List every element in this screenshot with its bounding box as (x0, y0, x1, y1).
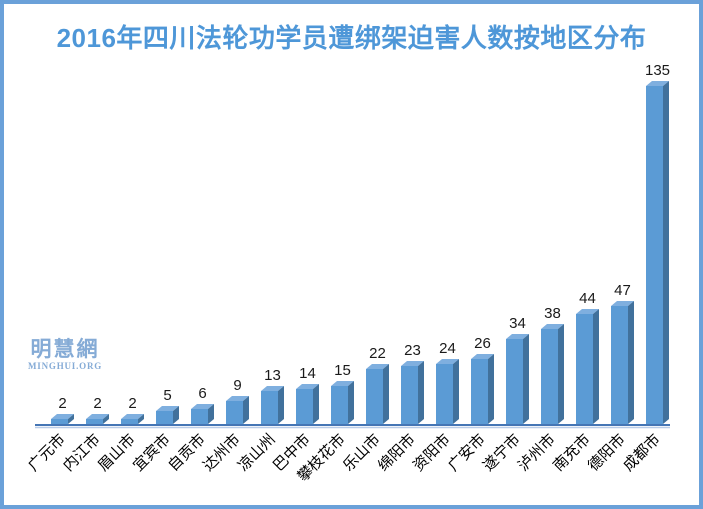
bar-top-face (506, 334, 529, 339)
bar-top-face (611, 301, 634, 306)
watermark-latin-text: MINGHUI.ORG (28, 361, 103, 372)
bar-side-face (523, 334, 529, 424)
bar-side-face (278, 386, 284, 424)
bar-front-face (121, 419, 138, 424)
bar-value-label: 9 (233, 377, 241, 394)
bar-top-face (401, 361, 424, 366)
bar-side-face (103, 414, 109, 424)
x-axis-label: 广元市 (25, 431, 69, 475)
bar-value-label: 44 (579, 290, 596, 307)
bar-side-face (243, 396, 249, 424)
bar-value-label: 2 (128, 395, 136, 412)
bar-value-label: 26 (474, 335, 491, 352)
bar-front-face (576, 314, 593, 424)
bar-side-face (208, 404, 214, 424)
x-axis-label: 内江市 (60, 431, 104, 475)
bar-side-face (558, 324, 564, 424)
bar-side-face (488, 354, 494, 424)
bar-value-label: 22 (369, 345, 386, 362)
bar-front-face (646, 86, 663, 424)
bar-top-face (156, 406, 179, 411)
x-axis-label: 乐山市 (340, 431, 384, 475)
bar-top-face (296, 384, 319, 389)
x-axis-label: 自贡市 (165, 431, 209, 475)
bar-top-face (471, 354, 494, 359)
bar-side-face (663, 81, 669, 424)
bar-top-face (51, 414, 74, 419)
x-axis-label: 泸州市 (515, 431, 559, 475)
bar-top-face (436, 359, 459, 364)
x-axis-label: 成都市 (620, 431, 664, 475)
minghui-watermark: 明慧網 MINGHUI.ORG (28, 338, 102, 371)
x-axis-label: 眉山市 (95, 431, 139, 475)
bar-value-label: 24 (439, 340, 456, 357)
bar-front-face (86, 419, 103, 424)
bar-value-label: 6 (198, 385, 206, 402)
bar-side-face (593, 309, 599, 424)
bar-side-face (628, 301, 634, 424)
bar-front-face (331, 386, 348, 424)
bar-front-face (296, 389, 313, 424)
x-axis-label: 凉山州 (235, 431, 279, 475)
bar-top-face (121, 414, 144, 419)
bar-top-face (576, 309, 599, 314)
bar-value-label: 5 (163, 387, 171, 404)
bar-top-face (331, 381, 354, 386)
bar-side-face (173, 406, 179, 424)
bar-front-face (611, 306, 628, 424)
x-axis-label: 德阳市 (584, 430, 629, 475)
bar-value-label: 2 (58, 395, 66, 412)
bar-front-face (471, 359, 488, 424)
bar-top-face (226, 396, 249, 401)
bar-side-face (313, 384, 319, 424)
bar-front-face (541, 329, 558, 424)
bar-side-face (138, 414, 144, 424)
bar-front-face (506, 339, 523, 424)
bar-front-face (401, 366, 418, 424)
x-axis-label: 达州市 (200, 431, 244, 475)
bar-top-face (191, 404, 214, 409)
bar-front-face (226, 401, 243, 424)
bar-value-label: 47 (614, 282, 631, 299)
x-axis-label: 绵阳市 (375, 431, 419, 475)
x-axis-label: 遂宁市 (480, 431, 524, 475)
bar-side-face (348, 381, 354, 424)
bar-value-label: 135 (645, 62, 670, 79)
bar-value-label: 38 (544, 305, 561, 322)
x-axis-label: 资阳市 (410, 431, 454, 475)
bar-front-face (191, 409, 208, 424)
bar-front-face (51, 419, 68, 424)
bar-top-face (646, 81, 669, 86)
bar-side-face (68, 414, 74, 424)
x-axis-label: 宜宾市 (130, 431, 174, 475)
bar-front-face (156, 411, 173, 424)
x-axis-label: 广安市 (445, 431, 489, 475)
bar-top-face (261, 386, 284, 391)
bar-value-label: 15 (334, 362, 351, 379)
bar-top-face (541, 324, 564, 329)
bar-value-label: 34 (509, 315, 526, 332)
bar-value-label: 23 (404, 342, 421, 359)
bar-side-face (383, 364, 389, 424)
bar-side-face (418, 361, 424, 424)
bar-value-label: 13 (264, 367, 281, 384)
watermark-cjk-text: 明慧網 (30, 337, 100, 361)
bar-top-face (366, 364, 389, 369)
bar-value-label: 14 (299, 365, 316, 382)
bar-chart: 2广元市2内江市2眉山市5宜宾市6自贡市9达州市13凉山州14巴中市15攀枝花市… (25, 62, 670, 485)
bar-front-face (261, 391, 278, 424)
chart-title: 2016年四川法轮功学员遭绑架迫害人数按地区分布 (56, 23, 647, 53)
bar-front-face (366, 369, 383, 424)
x-axis-label: 南充市 (550, 431, 594, 475)
bar-side-face (453, 359, 459, 424)
bar-front-face (436, 364, 453, 424)
bar-top-face (86, 414, 109, 419)
bar-value-label: 2 (93, 395, 101, 412)
